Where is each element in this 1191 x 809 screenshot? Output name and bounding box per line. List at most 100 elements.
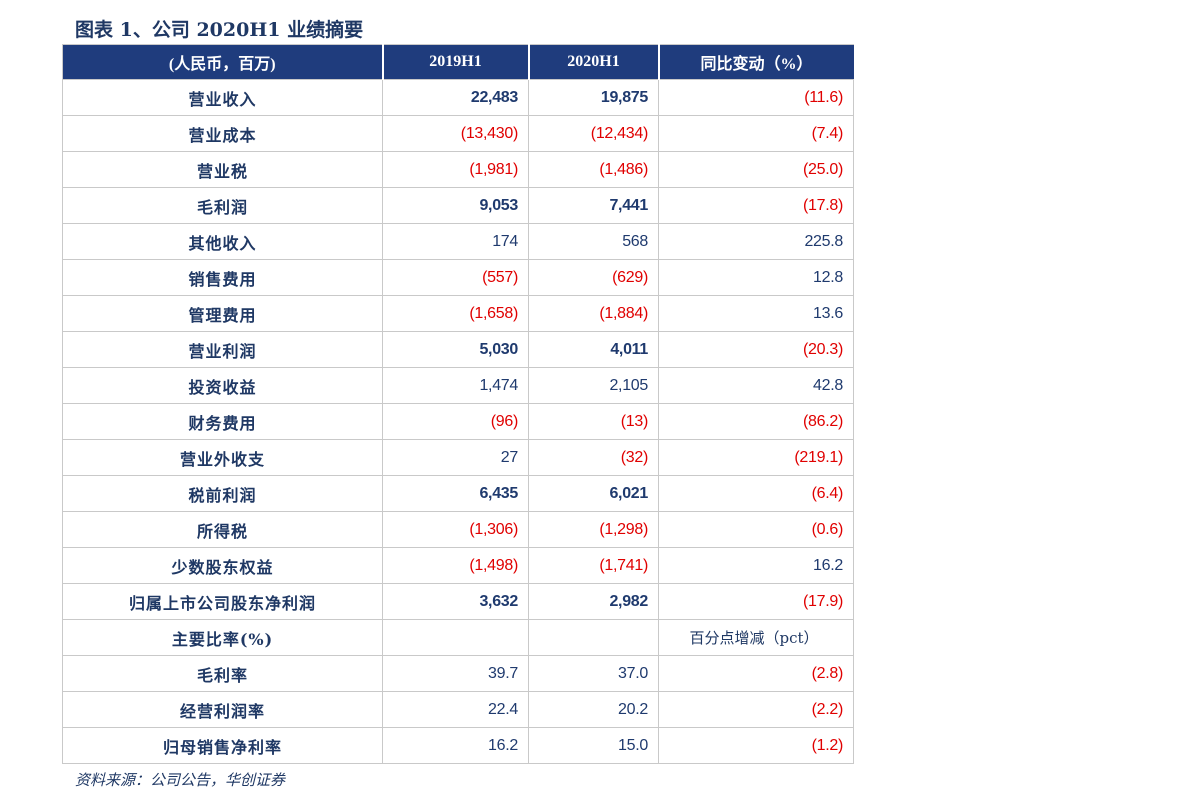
value-2020h1-cell: (32) [528,439,659,476]
row-label-cell: 管理费用 [62,295,383,332]
yoy-change-cell: (1.2) [658,727,854,764]
yoy-change-cell: 225.8 [658,223,854,260]
value-2020h1-cell: (1,741) [528,547,659,584]
table-row: 投资收益 1,474 2,105 42.8 [62,367,854,404]
header-yoy-change: 同比变动（%） [657,44,854,80]
yoy-change-cell: (7.4) [658,115,854,152]
table-row: 其他收入 174 568 225.8 [62,223,854,260]
table-row: 营业成本 (13,430) (12,434) (7.4) [62,115,854,152]
value-2020h1-cell: 568 [528,223,659,260]
row-label-cell: 营业外收支 [62,439,383,476]
table-row: 归属上市公司股东净利润 3,632 2,982 (17.9) [62,583,854,620]
value-2020h1-cell: (12,434) [528,115,659,152]
value-2019h1-cell: (96) [382,403,529,440]
value-2020h1-cell: 2,982 [528,583,659,620]
table-row: 管理费用 (1,658) (1,884) 13.6 [62,295,854,332]
value-2020h1-cell: (629) [528,259,659,296]
table-body: 营业收入 22,483 19,875 (11.6) 营业成本 (13,430) (12,43… [62,79,854,764]
value-2019h1-cell: 16.2 [382,727,529,764]
value-2020h1-cell: (1,486) [528,151,659,188]
value-2020h1-cell: (1,298) [528,511,659,548]
value-2019h1-cell: (557) [382,259,529,296]
financial-summary-table: (人民币，百万) 2019H1 2020H1 同比变动（%） 营业收入 22,48… [62,44,854,764]
yoy-change-cell: (17.9) [658,583,854,620]
value-2020h1-cell: (13) [528,403,659,440]
table-row: 归母销售净利率 16.2 15.0 (1.2) [62,727,854,764]
row-label-cell: 归属上市公司股东净利润 [62,583,383,620]
value-2020h1-cell: (1,884) [528,295,659,332]
yoy-change-cell: (17.8) [658,187,854,224]
yoy-change-cell: (86.2) [658,403,854,440]
row-label-cell: 经营利润率 [62,691,383,728]
table-row: 税前利润 6,435 6,021 (6.4) [62,475,854,512]
value-2020h1-cell: 2,105 [528,367,659,404]
table-row: 少数股东权益 (1,498) (1,741) 16.2 [62,547,854,584]
header-2019h1: 2019H1 [381,44,529,80]
table-row: 毛利润 9,053 7,441 (17.8) [62,187,854,224]
table-row: 营业利润 5,030 4,011 (20.3) [62,331,854,368]
row-label-cell: 营业利润 [62,331,383,368]
header-unit-label: (人民币，百万) [62,44,383,80]
value-2019h1-cell: 3,632 [382,583,529,620]
value-2019h1-cell: (1,306) [382,511,529,548]
value-2019h1-cell: 22,483 [382,79,529,116]
yoy-change-cell: (2.2) [658,691,854,728]
row-label-cell: 财务费用 [62,403,383,440]
table-row: 财务费用 (96) (13) (86.2) [62,403,854,440]
value-2019h1-cell: (1,981) [382,151,529,188]
yoy-change-cell: 16.2 [658,547,854,584]
value-2019h1-cell: (1,658) [382,295,529,332]
yoy-change-cell: (6.4) [658,475,854,512]
row-label-cell: 营业收入 [62,79,383,116]
source-note: 资料来源：公司公告，华创证券 [75,771,286,789]
header-2020h1: 2020H1 [527,44,659,80]
yoy-change-cell: 百分点增减（pct） [658,619,854,656]
table-row: 营业外收支 27 (32) (219.1) [62,439,854,476]
row-label-cell: 主要比率(%) [62,619,383,656]
yoy-change-cell: 42.8 [658,367,854,404]
value-2020h1-cell: 20.2 [528,691,659,728]
table-row: 所得税 (1,306) (1,298) (0.6) [62,511,854,548]
value-2020h1-cell: 37.0 [528,655,659,692]
value-2019h1-cell: 22.4 [382,691,529,728]
value-2020h1-cell: 6,021 [528,475,659,512]
value-2019h1-cell: 5,030 [382,331,529,368]
yoy-change-cell: 12.8 [658,259,854,296]
table-row: 营业收入 22,483 19,875 (11.6) [62,79,854,116]
row-label-cell: 毛利率 [62,655,383,692]
value-2019h1-cell: 174 [382,223,529,260]
value-2020h1-cell: 7,441 [528,187,659,224]
value-2019h1-cell: 6,435 [382,475,529,512]
value-2020h1-cell [528,619,659,656]
row-label-cell: 少数股东权益 [62,547,383,584]
value-2019h1-cell: 39.7 [382,655,529,692]
row-label-cell: 营业税 [62,151,383,188]
table-row: 毛利率 39.7 37.0 (2.8) [62,655,854,692]
value-2019h1-cell: (1,498) [382,547,529,584]
table-header-row: (人民币，百万) 2019H1 2020H1 同比变动（%） [62,44,854,80]
yoy-change-cell: (219.1) [658,439,854,476]
yoy-change-cell: (25.0) [658,151,854,188]
yoy-change-cell: (2.8) [658,655,854,692]
row-label-cell: 投资收益 [62,367,383,404]
table-row: 经营利润率 22.4 20.2 (2.2) [62,691,854,728]
figure-title: 图表 1、公司 2020H1 业绩摘要 [75,19,364,41]
yoy-change-cell: (11.6) [658,79,854,116]
row-label-cell: 归母销售净利率 [62,727,383,764]
value-2020h1-cell: 19,875 [528,79,659,116]
row-label-cell: 所得税 [62,511,383,548]
table-row: 销售费用 (557) (629) 12.8 [62,259,854,296]
value-2020h1-cell: 4,011 [528,331,659,368]
value-2019h1-cell [382,619,529,656]
row-label-cell: 营业成本 [62,115,383,152]
table-row: 主要比率(%) 百分点增减（pct） [62,619,854,656]
yoy-change-cell: (20.3) [658,331,854,368]
row-label-cell: 税前利润 [62,475,383,512]
row-label-cell: 销售费用 [62,259,383,296]
value-2019h1-cell: (13,430) [382,115,529,152]
yoy-change-cell: 13.6 [658,295,854,332]
value-2019h1-cell: 27 [382,439,529,476]
row-label-cell: 其他收入 [62,223,383,260]
yoy-change-cell: (0.6) [658,511,854,548]
